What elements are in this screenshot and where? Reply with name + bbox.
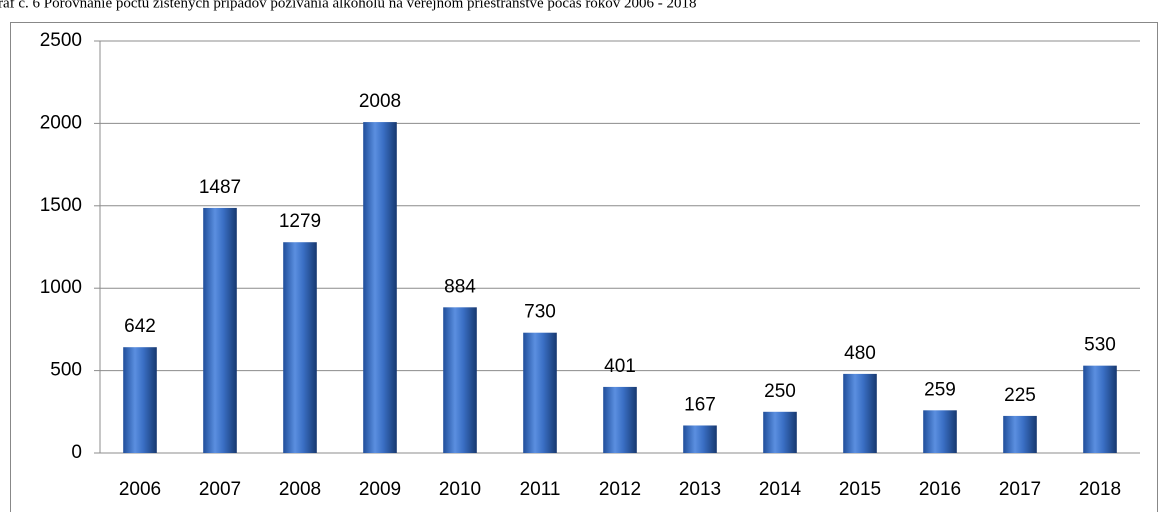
x-tick-label: 2011 <box>520 479 561 500</box>
y-tick-label: 2500 <box>40 30 82 51</box>
data-label: 1487 <box>199 177 241 198</box>
data-label: 642 <box>124 316 156 337</box>
data-label: 884 <box>444 276 476 297</box>
bar <box>1003 415 1037 453</box>
chart-border <box>10 22 1158 512</box>
y-tick-label: 2000 <box>40 112 82 133</box>
bar <box>443 307 477 453</box>
x-tick-label: 2007 <box>199 479 241 500</box>
bar <box>283 242 317 453</box>
x-tick-label: 2015 <box>839 479 881 500</box>
x-tick-label: 2008 <box>279 479 321 500</box>
bar <box>843 373 877 453</box>
data-label: 167 <box>684 394 716 415</box>
chart-title: raf č. 6 Porovnanie počtu zistených príp… <box>0 0 697 11</box>
data-label: 225 <box>1004 385 1036 406</box>
x-tick-label: 2018 <box>1079 479 1121 500</box>
data-label: 2008 <box>359 91 401 112</box>
x-tick-label: 2016 <box>919 479 961 500</box>
bar <box>523 332 557 453</box>
y-tick-label: 500 <box>50 360 82 381</box>
data-label: 250 <box>764 381 796 402</box>
bar <box>363 122 397 453</box>
y-tick-label: 1000 <box>40 277 82 298</box>
x-tick-label: 2012 <box>599 479 641 500</box>
data-label: 480 <box>844 343 876 364</box>
bar <box>683 425 717 453</box>
data-label: 259 <box>924 379 956 400</box>
bar <box>1083 365 1117 453</box>
data-label: 1279 <box>279 211 321 232</box>
bar <box>763 411 797 453</box>
x-tick-label: 2013 <box>679 479 721 500</box>
x-tick-label: 2009 <box>359 479 401 500</box>
y-tick-label: 0 <box>71 442 82 463</box>
x-tick-label: 2010 <box>439 479 481 500</box>
x-tick-label: 2006 <box>119 479 161 500</box>
bar <box>123 347 157 453</box>
data-label: 530 <box>1084 335 1116 356</box>
x-tick-label: 2014 <box>759 479 802 500</box>
bar <box>603 386 637 453</box>
data-label: 401 <box>604 356 636 377</box>
data-label: 730 <box>524 302 556 323</box>
bar <box>923 410 957 453</box>
y-tick-label: 1500 <box>40 195 82 216</box>
x-tick-label: 2017 <box>999 479 1041 500</box>
bar <box>203 207 237 453</box>
